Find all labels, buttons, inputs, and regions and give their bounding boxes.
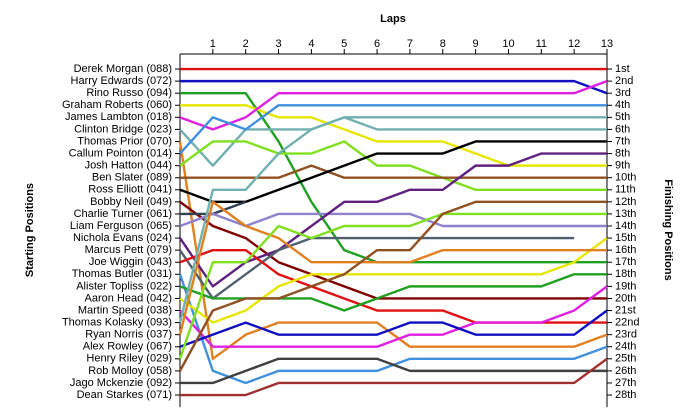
driver-line	[180, 357, 607, 385]
x-tick-label: 8	[440, 38, 446, 50]
start-label: Rob Molloy (058)	[88, 365, 172, 377]
finish-label: 16th	[615, 244, 636, 256]
start-label: Henry Riley (029)	[86, 353, 172, 365]
driver-line	[179, 152, 607, 288]
x-tick-label: 2	[243, 38, 249, 50]
start-label: Josh Hatton (044)	[85, 160, 172, 172]
start-label: Marcus Pett (079)	[85, 244, 172, 256]
start-label: Nichola Evans (024)	[73, 232, 172, 244]
start-label: Liam Ferguson (065)	[70, 220, 172, 232]
driver-line	[179, 116, 607, 167]
finish-label: 1st	[615, 63, 630, 75]
driver-line	[178, 141, 608, 361]
finish-label: 21st	[615, 304, 636, 316]
driver-line	[178, 212, 607, 360]
driver-line	[180, 104, 607, 167]
driver-line	[178, 200, 607, 372]
start-label: Clinton Bridge (023)	[74, 123, 172, 135]
start-label: Ryan Norris (037)	[85, 329, 172, 341]
x-tick-label: 10	[502, 38, 514, 50]
finish-label: 13th	[615, 208, 636, 220]
driver-line	[179, 140, 607, 191]
finish-label: 27th	[615, 377, 636, 389]
x-tick-label: 12	[568, 38, 580, 50]
start-label: Rino Russo (094)	[86, 87, 172, 99]
driver-line	[180, 164, 607, 179]
chart-title: Laps	[380, 13, 406, 25]
finish-label: 18th	[615, 268, 636, 280]
finish-label: 19th	[615, 280, 636, 292]
start-label: Dean Starkes (071)	[77, 389, 172, 401]
driver-line	[179, 212, 607, 228]
start-label: Bobby Neil (049)	[90, 196, 172, 208]
x-tick-label: 1	[210, 38, 216, 50]
start-label: Derek Morgan (088)	[74, 63, 172, 75]
finish-label: 8th	[615, 147, 630, 159]
x-tick-label: 7	[407, 38, 413, 50]
start-label: Martin Speed (038)	[78, 304, 172, 316]
start-label: Callum Pointon (014)	[69, 147, 172, 159]
driver-line	[178, 116, 607, 323]
finish-label: 26th	[615, 365, 636, 377]
start-label: Jago Mckenzie (092)	[70, 377, 172, 389]
start-label: Charlie Turner (061)	[74, 208, 172, 220]
right-axis-title: Finishing Positions	[662, 179, 674, 280]
left-axis-title: Starting Positions	[24, 183, 36, 277]
start-label: Ross Elliott (041)	[88, 184, 172, 196]
start-label: James Lambton (018)	[65, 111, 172, 123]
finish-label: 4th	[615, 99, 630, 111]
finish-label: 11th	[615, 184, 636, 196]
start-label: Alister Topliss (022)	[76, 280, 172, 292]
x-tick-label: 11	[536, 38, 547, 50]
x-tick-label: 6	[374, 38, 380, 50]
start-label: Thomas Prior (070)	[77, 135, 172, 147]
start-label: Thomas Butler (031)	[72, 268, 172, 280]
finish-label: 5th	[615, 111, 630, 123]
start-label: Ben Slater (089)	[92, 172, 172, 184]
start-label: Graham Roberts (060)	[62, 99, 172, 111]
finish-label: 12th	[615, 196, 636, 208]
driver-line	[179, 200, 607, 300]
finish-label: 25th	[615, 353, 636, 365]
finish-label: 20th	[615, 292, 636, 304]
finish-label: 14th	[615, 220, 636, 232]
finish-label: 10th	[615, 172, 636, 184]
finish-label: 2nd	[615, 75, 633, 87]
start-label: Harry Edwards (072)	[71, 75, 172, 87]
finish-label: 6th	[615, 123, 630, 135]
start-label: Aaron Head (042)	[85, 292, 172, 304]
finish-label: 7th	[615, 135, 630, 147]
x-tick-label: 13	[601, 38, 613, 50]
finish-label: 24th	[615, 341, 636, 353]
finish-label: 28th	[615, 389, 636, 401]
x-tick-label: 9	[473, 38, 479, 50]
x-tick-label: 5	[341, 38, 347, 50]
driver-line	[180, 79, 608, 95]
driver-line	[180, 357, 608, 397]
driver-line	[179, 104, 607, 155]
finish-label: 23rd	[615, 329, 637, 341]
driver-line	[179, 236, 575, 300]
x-tick-label: 3	[275, 38, 281, 50]
x-tick-label: 4	[308, 38, 314, 50]
start-label: Alex Rowley (067)	[83, 341, 172, 353]
finish-label: 9th	[615, 160, 630, 172]
driver-line	[178, 200, 607, 335]
finish-label: 15th	[615, 232, 636, 244]
driver-line	[179, 285, 608, 348]
finish-label: 22nd	[615, 316, 639, 328]
start-label: Thomas Kolasky (093)	[62, 316, 172, 328]
finish-label: 17th	[615, 256, 636, 268]
driver-line	[179, 140, 607, 204]
finish-label: 3rd	[615, 87, 631, 99]
driver-line	[179, 79, 608, 131]
driver-line	[179, 309, 608, 348]
driver-line	[179, 237, 608, 324]
start-label: Joe Wiggin (043)	[89, 256, 172, 268]
